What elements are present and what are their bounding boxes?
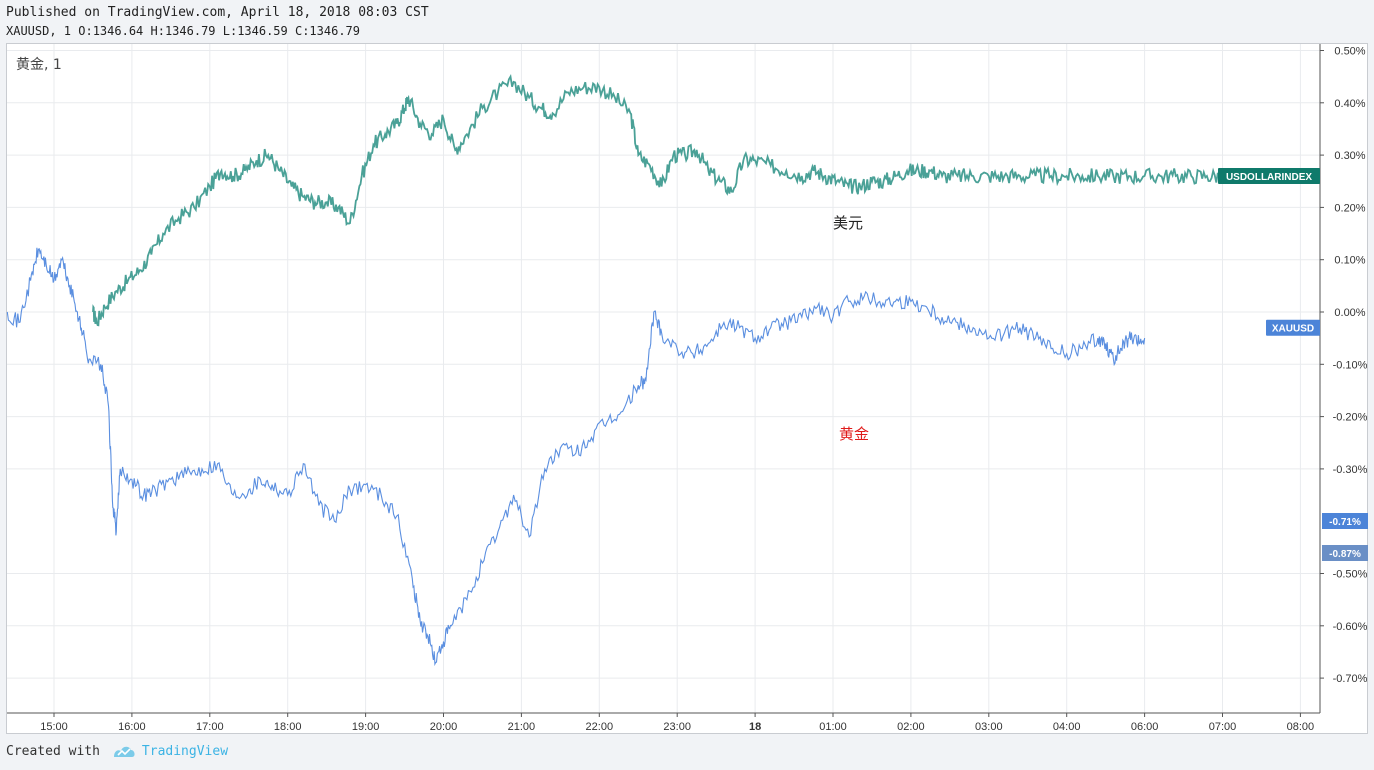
y-tick-label: 0.50%	[1334, 46, 1365, 58]
y-tick-label: 0.20%	[1334, 202, 1365, 214]
y-tick-label: -0.10%	[1333, 359, 1368, 371]
y-tick-label: -0.20%	[1333, 412, 1368, 424]
y-tick-label: 0.00%	[1334, 307, 1365, 319]
tradingview-link[interactable]: TradingView	[141, 743, 229, 759]
y-tick-label: -0.50%	[1333, 569, 1368, 581]
published-header: Published on TradingView.com, April 18, …	[6, 5, 429, 20]
x-tick-label: 07:00	[1209, 721, 1237, 733]
x-tick-label: 18	[749, 721, 761, 733]
axis-price-label-text: -0.87%	[1329, 549, 1361, 560]
footer: Created with TradingView	[6, 743, 228, 759]
x-tick-label: 19:00	[352, 721, 380, 733]
axis-price-label	[1322, 513, 1368, 529]
x-tick-label: 02:00	[897, 721, 925, 733]
series-tag-xauusd	[1266, 319, 1320, 336]
x-tick-label: 22:00	[586, 721, 614, 733]
series-label-gold: 黄金	[839, 425, 869, 443]
x-tick-label: 15:00	[40, 721, 68, 733]
x-tick-label: 23:00	[663, 721, 691, 733]
series-tag-label: USDOLLARINDEX	[1226, 172, 1312, 183]
axis-price-label-text: -0.71%	[1329, 517, 1361, 528]
x-tick-label: 01:00	[819, 721, 847, 733]
x-tick-label: 06:00	[1131, 721, 1159, 733]
y-tick-label: 0.40%	[1334, 98, 1365, 110]
series-line-xauusd	[6, 247, 1146, 667]
chart-border	[6, 43, 1368, 734]
chart-svg[interactable]: 0.50% 0.40% 0.30% 0.20% 0.10% 0.00% -0.10% -0.2…	[6, 43, 1368, 734]
created-with-label: Created with	[6, 743, 100, 759]
chart-area[interactable]: 0.50% 0.40% 0.30% 0.20% 0.10% 0.00% -0.10% -0.2…	[6, 43, 1368, 734]
axis-price-label	[1322, 545, 1368, 561]
pane-label: 黄金, 1	[16, 56, 62, 73]
series-tag-label: XAUUSD	[1272, 324, 1314, 335]
y-tick-label: -0.70%	[1333, 673, 1368, 685]
y-tick-label: -0.60%	[1333, 621, 1368, 633]
x-tick-label: 20:00	[430, 721, 458, 733]
tradingview-logo-icon	[113, 746, 135, 757]
y-tick-label: -0.30%	[1333, 464, 1368, 476]
ohlc-header: XAUUSD, 1 O:1346.64 H:1346.79 L:1346.59 …	[6, 24, 361, 38]
y-tick-label: 0.10%	[1334, 255, 1365, 267]
x-tick-label: 17:00	[196, 721, 224, 733]
series-tag-usdollarindex	[1218, 168, 1320, 185]
x-tick-label: 03:00	[975, 721, 1003, 733]
series-label-usd: 美元	[833, 214, 863, 232]
x-tick-label: 04:00	[1053, 721, 1081, 733]
x-tick-label: 21:00	[508, 721, 536, 733]
x-tick-label: 16:00	[118, 721, 146, 733]
series-line-usdollarindex	[92, 73, 1224, 327]
y-tick-label: 0.30%	[1334, 150, 1365, 162]
x-tick-label: 18:00	[274, 721, 302, 733]
x-tick-label: 08:00	[1287, 721, 1315, 733]
